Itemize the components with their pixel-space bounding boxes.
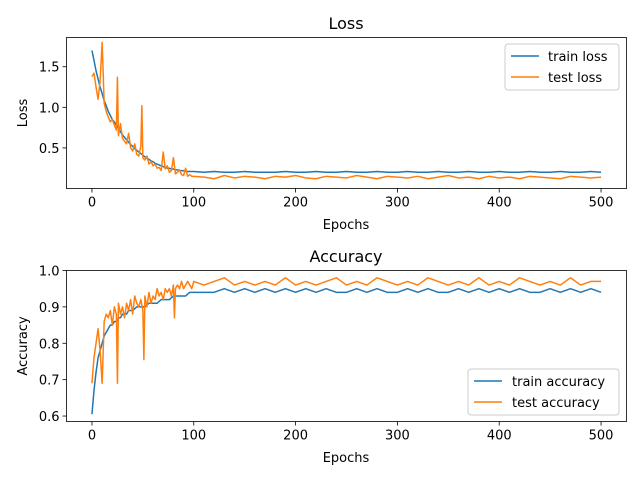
loss-legend-label-train: train loss [548,50,608,65]
loss-y-axis-label: Loss [16,99,31,128]
accuracy-x-tick-label: 0 [88,429,96,444]
accuracy-y-tick-label: 0.8 [39,337,60,352]
loss-y-tick-label: 0.5 [39,142,60,157]
accuracy-train-line [91,287,602,415]
loss-test-line [91,41,602,180]
accuracy-y-tick-label: 0.9 [39,301,60,316]
loss-legend-label-test: test loss [548,71,602,86]
loss-y-tick-label: 1.0 [39,101,60,116]
accuracy-y-tick-label: 0.7 [39,374,60,389]
accuracy-legend-label-train: train accuracy [512,375,605,390]
accuracy-x-axis-label: Epochs [323,451,370,466]
accuracy-y-tick-label: 0.6 [39,410,60,425]
accuracy-x-ticks: 0 100 200 300 400 500 [88,421,614,444]
loss-x-tick-label: 400 [487,196,512,211]
loss-x-tick-label: 100 [181,196,206,211]
accuracy-series [91,277,602,415]
loss-y-ticks: 0.5 1.0 1.5 [39,61,67,157]
loss-x-tick-label: 200 [283,196,308,211]
loss-x-ticks: 0 100 200 300 400 500 [88,188,614,211]
loss-plot-frame [66,37,627,189]
loss-x-tick-label: 0 [88,196,96,211]
loss-x-axis-label: Epochs [323,218,370,233]
loss-series [91,41,602,180]
accuracy-test-line [91,277,602,385]
accuracy-x-tick-label: 100 [181,429,206,444]
accuracy-plot-frame [66,270,627,422]
accuracy-y-ticks: 0.6 0.7 0.8 0.9 1.0 [39,265,67,425]
accuracy-legend: train accuracy test accuracy [467,368,620,416]
accuracy-y-tick-label: 1.0 [39,265,60,280]
loss-y-tick-label: 1.5 [39,61,60,76]
accuracy-legend-label-test: test accuracy [512,396,600,411]
loss-x-tick-label: 500 [589,196,614,211]
accuracy-subplot: Accuracy 0 100 200 300 400 500 0.6 0.7 0.8 0.9 1.… [16,247,627,466]
accuracy-x-tick-label: 500 [589,429,614,444]
accuracy-x-tick-label: 400 [487,429,512,444]
accuracy-x-tick-label: 200 [283,429,308,444]
accuracy-x-tick-label: 300 [385,429,410,444]
loss-subplot: Loss 0 100 200 300 400 500 0.5 1.0 1.5 Epochs L… [16,14,627,233]
loss-x-tick-label: 300 [385,196,410,211]
accuracy-chart-title: Accuracy [309,247,382,266]
loss-chart-title: Loss [328,14,363,33]
accuracy-legend-box [467,368,620,416]
accuracy-y-axis-label: Accuracy [16,316,31,376]
loss-legend: train loss test loss [504,43,620,91]
